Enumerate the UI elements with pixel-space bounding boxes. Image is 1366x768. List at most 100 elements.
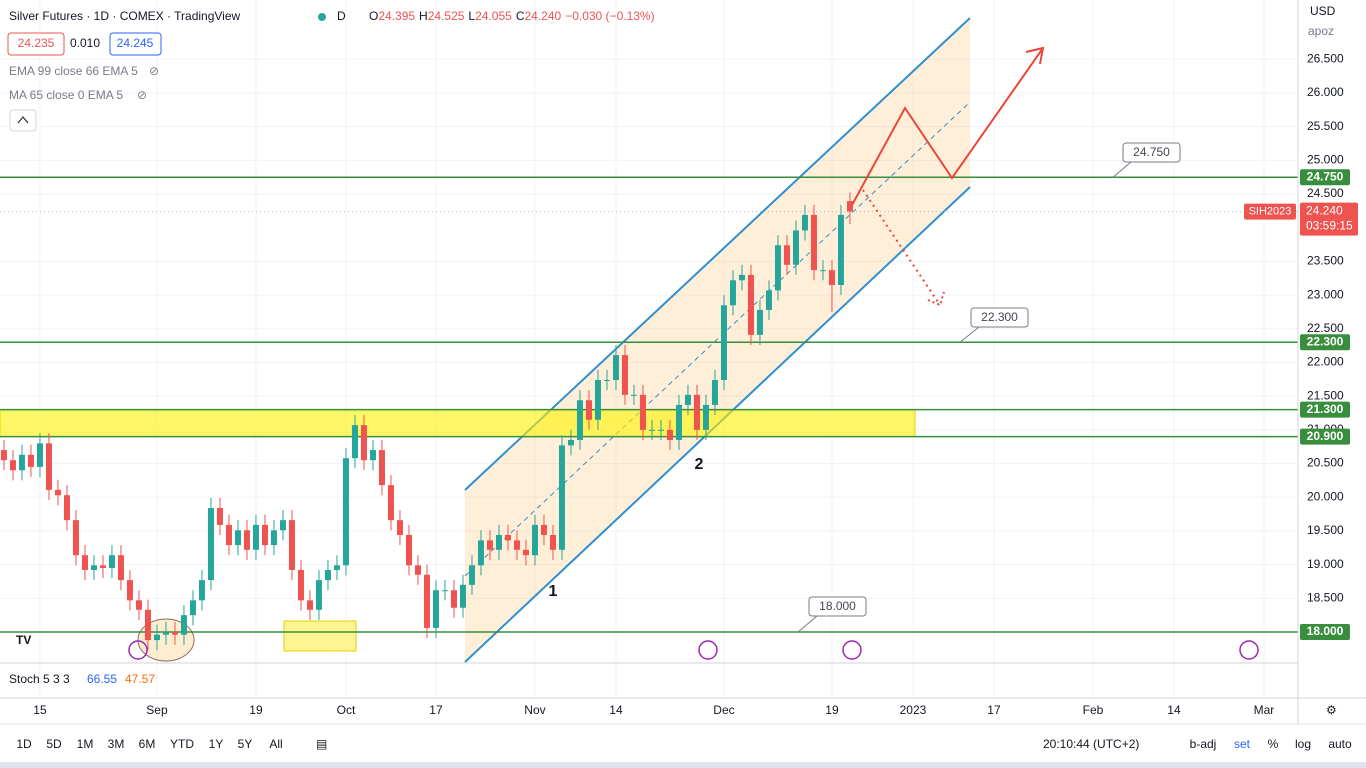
candle-body: [846, 201, 853, 212]
candle-body: [270, 530, 277, 546]
scale-option[interactable]: b-adj: [1190, 737, 1217, 751]
scale-option[interactable]: set: [1234, 737, 1251, 751]
y-tick-label: 26.500: [1307, 51, 1344, 65]
wave-label: 2: [695, 456, 704, 473]
candle-body: [657, 429, 664, 431]
y-tick-label: 22.500: [1307, 321, 1344, 335]
period-button[interactable]: All: [269, 737, 282, 751]
ohlc-key: H: [419, 9, 428, 23]
y-tick-label: 19.500: [1307, 523, 1344, 537]
projection-up: [851, 47, 1044, 206]
collapse-button[interactable]: [9, 109, 37, 132]
settings-icon[interactable]: ⚙: [1326, 703, 1337, 717]
currency[interactable]: USD: [1310, 4, 1336, 18]
symbol-box: [1244, 203, 1296, 220]
level-axis-label: 24.750: [1307, 169, 1344, 183]
x-tick-label: 17: [987, 703, 1001, 717]
candle-body: [45, 443, 52, 490]
candle-body: [198, 580, 205, 601]
candle-body: [162, 632, 169, 635]
candle-body: [72, 520, 79, 556]
period-button[interactable]: 5D: [46, 737, 62, 751]
period-button[interactable]: 3M: [108, 737, 125, 751]
candle-body: [396, 520, 403, 535]
event-icon[interactable]: [128, 640, 148, 660]
candle-body: [837, 214, 844, 286]
x-tick-label: 14: [1167, 703, 1181, 717]
event-icon[interactable]: [698, 640, 718, 660]
candle-body: [639, 394, 646, 430]
period-button[interactable]: 5Y: [238, 737, 253, 751]
scale-mode[interactable]: apoz: [1308, 24, 1334, 38]
candle-body: [333, 565, 340, 571]
last-price: 24.240: [1306, 204, 1343, 218]
period-button[interactable]: YTD: [170, 737, 194, 751]
bottom-strip: [0, 762, 1366, 768]
event-icon[interactable]: [842, 640, 862, 660]
candle-body: [414, 565, 421, 575]
candle-body: [288, 520, 295, 571]
ask: 24.245: [117, 36, 154, 50]
candle-body: [774, 245, 781, 291]
candle-body: [63, 495, 70, 521]
candle-body: [126, 580, 133, 601]
x-tick-label: 14: [609, 703, 623, 717]
candle-body: [747, 274, 754, 335]
hidden-icon[interactable]: ⊘: [149, 64, 159, 78]
candle-body: [630, 394, 637, 396]
ask-box[interactable]: [109, 32, 162, 56]
candle-body: [423, 574, 430, 628]
scale-option[interactable]: %: [1268, 737, 1279, 751]
candle-body: [369, 450, 376, 461]
candle-body: [801, 214, 808, 231]
candle-body: [360, 425, 367, 461]
candle-body: [477, 540, 484, 566]
clock: 20:10:44 (UTC+2): [1043, 737, 1139, 751]
candle-body: [297, 570, 304, 601]
period-button[interactable]: 1D: [16, 737, 32, 751]
period-button[interactable]: 6M: [139, 737, 156, 751]
x-tick-label: 17: [429, 703, 443, 717]
candle-body: [459, 584, 466, 608]
candle-body: [810, 214, 817, 271]
scale-option[interactable]: auto: [1328, 737, 1352, 751]
callout-leader: [959, 326, 980, 343]
scale-option[interactable]: log: [1295, 737, 1311, 751]
candle-body: [531, 524, 538, 556]
event-icon[interactable]: [1239, 640, 1259, 660]
candle-body: [693, 394, 700, 430]
candle-body: [765, 290, 772, 310]
range-icon[interactable]: ▤: [316, 737, 327, 751]
y-tick-label: 18.500: [1307, 590, 1344, 604]
x-tick-label: Feb: [1083, 703, 1104, 717]
candle-body: [315, 580, 322, 610]
callout-label: 22.300: [981, 310, 1018, 324]
candle-body: [342, 458, 349, 566]
ohlc-key: O: [369, 9, 378, 23]
candle-body: [612, 355, 619, 381]
level-axis-box: [1300, 428, 1350, 445]
candle-body: [432, 590, 439, 628]
ohlc-legend: O24.395 H24.525 L24.055 C24.240 −0.030 (−0.1…: [369, 9, 655, 23]
y-tick-label: 20.000: [1307, 489, 1344, 503]
ohlc-value: 24.395: [378, 9, 415, 23]
indicator: MA 65 close 0 EMA 5: [9, 88, 123, 102]
candle-body: [378, 450, 385, 486]
candle-body: [144, 609, 151, 641]
spread: 0.010: [70, 36, 100, 50]
status-dot: [318, 13, 326, 21]
ohlc-key: C: [516, 9, 525, 23]
candle-body: [234, 530, 241, 546]
y-tick-label: 21.500: [1307, 388, 1344, 402]
wave-label: 1: [549, 583, 558, 600]
candle-body: [468, 565, 475, 585]
candle-body: [558, 445, 565, 550]
hidden-icon[interactable]: ⊘: [137, 88, 147, 102]
period-button[interactable]: 1M: [77, 737, 94, 751]
bid-box[interactable]: [7, 32, 65, 56]
period-button[interactable]: 1Y: [209, 737, 224, 751]
level-axis-box: [1300, 624, 1350, 641]
highlight-box: [283, 620, 357, 652]
candle-body: [99, 565, 106, 568]
